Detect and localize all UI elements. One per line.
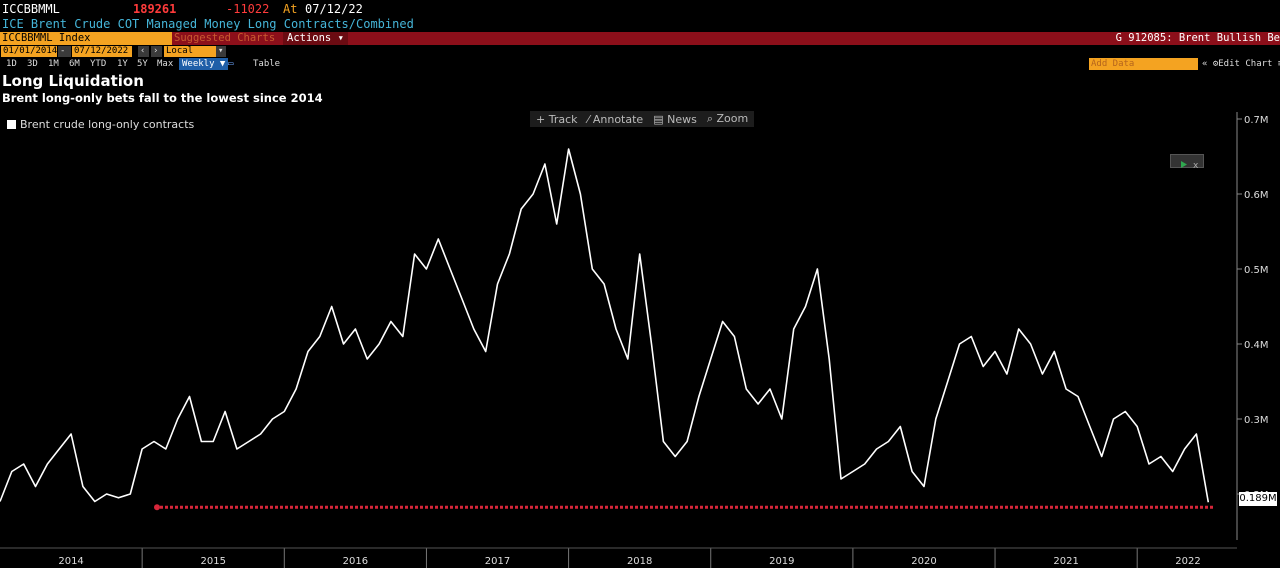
security-field[interactable]: ICCBBMML Index xyxy=(0,32,172,45)
news-label: News xyxy=(667,112,697,126)
x-tick-label: 2014 xyxy=(58,556,83,567)
last-value: 189261 xyxy=(133,2,177,16)
mini-toolbar[interactable]: x xyxy=(1170,154,1204,171)
x-tick-label: 2018 xyxy=(627,556,652,567)
graph-title: G 912085: Brent Bullish Be xyxy=(1115,32,1280,44)
actions-menu[interactable]: Actions ▾ xyxy=(283,32,348,45)
legend-swatch xyxy=(7,120,16,129)
x-tick-label: 2019 xyxy=(769,556,794,567)
menu-icon: ≡ xyxy=(1278,59,1280,69)
at-label: At xyxy=(283,2,298,16)
news-tool[interactable]: ▤ News xyxy=(653,113,697,126)
y-tick-label: 0.5M xyxy=(1244,265,1269,276)
chart-toolbar: ICCBBMML Index Suggested Charts Actions … xyxy=(0,32,1280,45)
range-5y-button[interactable]: 5Y xyxy=(137,59,148,69)
annotate-tool[interactable]: ⁄ Annotate xyxy=(588,113,644,126)
zoom-tool[interactable]: ⌕ Zoom xyxy=(707,112,748,126)
legend-label: Brent crude long-only contracts xyxy=(20,118,195,131)
x-tick-label: 2020 xyxy=(911,556,936,567)
prev-arrow-icon[interactable]: ‹ xyxy=(138,46,149,57)
range-3d-button[interactable]: 3D xyxy=(27,59,38,69)
security-header: ICCBBMML 189261 -11022 At 07/12/22 xyxy=(0,0,1280,17)
range-1m-button[interactable]: 1M xyxy=(48,59,59,69)
reference-handle[interactable] xyxy=(154,504,160,511)
currency-field[interactable]: Local CCY xyxy=(164,46,216,67)
range-1d-button[interactable]: 1D xyxy=(6,59,17,69)
last-value-label: 0.189M xyxy=(1239,492,1277,506)
annotate-label: Annotate xyxy=(592,112,644,126)
frequency-select[interactable]: Weekly ▼ xyxy=(179,58,229,70)
edit-chart-label: Edit Chart xyxy=(1218,59,1273,69)
y-tick-label: 0.6M xyxy=(1244,190,1269,201)
gear-icon: ⚙ xyxy=(1212,59,1219,69)
x-tick-label: 2015 xyxy=(200,556,225,567)
chart-title: Long Liquidation xyxy=(2,72,144,90)
y-tick-label: 0.4M xyxy=(1244,340,1269,351)
reference-line-group xyxy=(154,504,1213,511)
play-close-icons: x xyxy=(1181,161,1199,171)
chart-type-icon[interactable]: ▭ xyxy=(228,59,234,69)
y-tick-label: 0.3M xyxy=(1244,415,1269,426)
x-axis: 2014 2015 2016 2017 2018 2019 2020 2021 2022 xyxy=(0,547,1237,568)
description-text: ICE Brent Crude COT Managed Money Long C… xyxy=(2,17,414,31)
change-value: -11022 xyxy=(226,2,270,16)
track-label: Track xyxy=(548,112,578,126)
ticker-symbol[interactable]: ICCBBMML xyxy=(2,2,60,16)
security-description: ICE Brent Crude COT Managed Money Long C… xyxy=(0,17,1280,32)
chevron-down-icon[interactable]: ▾ xyxy=(216,46,226,57)
add-data-field[interactable]: Add Data xyxy=(1089,58,1198,70)
header-date: 07/12/22 xyxy=(305,2,363,16)
range-1y-button[interactable]: 1Y xyxy=(117,59,128,69)
pencil-icon: ⁄ xyxy=(587,112,590,126)
x-tick-label: 2022 xyxy=(1175,556,1200,567)
actions-label: Actions xyxy=(287,32,332,44)
legend[interactable]: Brent crude long-only contracts xyxy=(7,118,194,131)
x-tick-label: 2016 xyxy=(343,556,368,567)
dash-icon: - xyxy=(58,46,71,57)
zoom-label: Zoom xyxy=(716,112,749,125)
svg-text:x: x xyxy=(1193,161,1199,170)
next-arrow-icon[interactable]: › xyxy=(151,46,162,57)
table-button[interactable]: Table xyxy=(253,59,281,69)
chart-tools: + Track ⁄ Annotate ▤ News ⌕ Zoom xyxy=(530,111,755,127)
range-ytd-button[interactable]: YTD xyxy=(90,59,107,69)
collapse-icon: « xyxy=(1202,59,1208,69)
suggested-charts-button[interactable]: Suggested Charts xyxy=(174,32,276,44)
end-date-field[interactable]: 07/12/2022 xyxy=(72,46,132,57)
range-buttons-row: 1D 3D 1M 6M YTD 1Y 5Y Max Weekly ▼ ▭ Tab… xyxy=(0,58,1280,70)
chart-subtitle: Brent long-only bets fall to the lowest … xyxy=(2,91,323,105)
start-date-field[interactable]: 01/01/2014 xyxy=(1,46,58,57)
x-tick-label: 2021 xyxy=(1053,556,1078,567)
news-icon: ▤ xyxy=(653,112,664,126)
track-tool[interactable]: + Track xyxy=(536,113,578,126)
range-max-button[interactable]: Max xyxy=(157,59,174,69)
crosshair-icon: + xyxy=(536,112,546,126)
date-range-row: 01/01/2014 - 07/12/2022 ‹ › Local CCY ▾ xyxy=(0,46,1280,67)
edit-chart-button[interactable]: « ⚙Edit Chart ≡ xyxy=(1202,59,1280,69)
y-axis: 0.2M0.3M0.4M0.5M0.6M0.7M xyxy=(1236,112,1269,540)
frequency-label: Weekly xyxy=(182,59,215,69)
x-tick-label: 2017 xyxy=(485,556,510,567)
range-6m-button[interactable]: 6M xyxy=(69,59,80,69)
series-line xyxy=(0,148,1210,503)
y-tick-label: 0.7M xyxy=(1244,115,1269,126)
magnifier-icon: ⌕ xyxy=(706,112,714,125)
